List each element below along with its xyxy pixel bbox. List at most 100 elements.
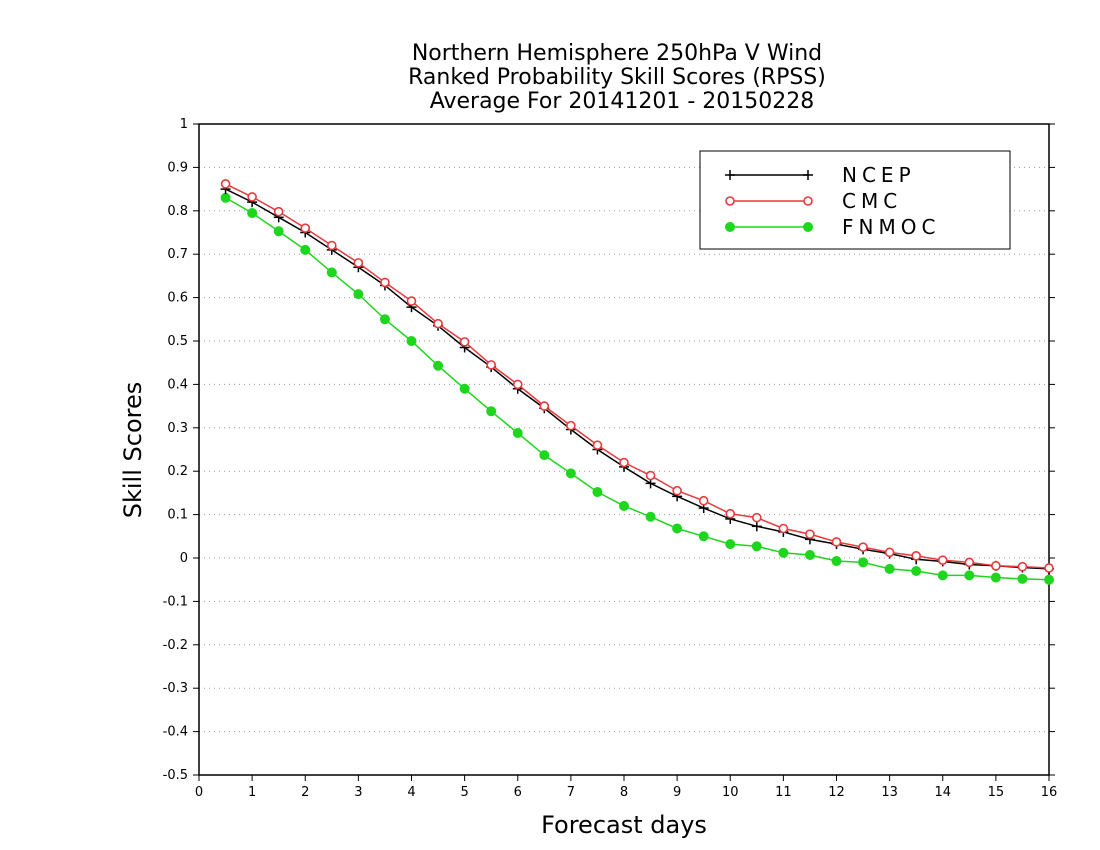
point-fnmoc — [1044, 574, 1054, 585]
point-fnmoc — [990, 572, 1001, 583]
title-line-2: Ranked Probability Skill Scores (RPSS) — [408, 65, 826, 90]
point-fnmoc — [512, 428, 523, 439]
point-fnmoc — [911, 566, 922, 577]
y-tick-label: -0.4 — [163, 725, 188, 740]
y-tick-label: 0.1 — [167, 508, 188, 523]
point-fnmoc — [433, 360, 444, 371]
y-tick-label: -0.2 — [163, 638, 188, 653]
point-fnmoc — [884, 563, 895, 574]
point-cmc — [1017, 561, 1028, 572]
point-cmc — [486, 360, 496, 370]
x-tick-label: 12 — [828, 785, 845, 800]
x-tick-label: 10 — [722, 785, 739, 800]
point-fnmoc — [804, 549, 815, 560]
point-fnmoc — [803, 222, 813, 232]
point-fnmoc — [247, 207, 258, 218]
series — [220, 179, 1054, 585]
x-tick-label: 1 — [248, 785, 256, 800]
x-tick-label: 8 — [620, 785, 628, 800]
point-fnmoc — [326, 267, 337, 278]
x-tick-label: 2 — [301, 785, 309, 800]
point-cmc — [406, 296, 417, 306]
series-line-fnmoc — [225, 197, 1050, 581]
point-fnmoc — [645, 511, 656, 522]
point-fnmoc — [592, 487, 603, 498]
point-cmc — [991, 561, 1001, 571]
x-tick-label: 14 — [934, 785, 951, 800]
point-fnmoc — [406, 336, 417, 346]
point-fnmoc — [698, 531, 709, 542]
point-cmc — [725, 508, 736, 519]
title-line-1: Northern Hemisphere 250hPa V Wind — [412, 41, 822, 66]
point-fnmoc — [725, 222, 735, 232]
point-fnmoc — [565, 468, 576, 479]
point-cmc — [911, 551, 921, 561]
y-tick-label: 0.6 — [167, 291, 188, 306]
x-tick-label: 6 — [514, 785, 522, 800]
point-cmc — [725, 196, 735, 206]
point-cmc — [937, 555, 948, 565]
x-tick-label: 4 — [407, 785, 415, 800]
series-cmc — [220, 179, 1054, 573]
series-line-ncep — [225, 188, 1050, 570]
chart-title: Northern Hemisphere 250hPa V Wind Ranked… — [408, 41, 826, 114]
x-tick-label: 7 — [567, 785, 575, 800]
point-fnmoc — [273, 226, 284, 237]
point-cmc — [752, 512, 762, 523]
legend-label-cmc: CMC — [842, 189, 902, 213]
point-ncep — [751, 521, 762, 532]
legend-label-ncep: NCEP — [842, 163, 916, 187]
point-cmc — [831, 537, 842, 547]
y-tick-label: 0.3 — [167, 421, 188, 436]
x-tick-label: 13 — [881, 785, 898, 800]
x-axis: 0 1 2 3 4 5 6 7 8 9 10 11 12 13 14 15 16 — [195, 775, 1057, 800]
x-tick-label: 9 — [673, 785, 681, 800]
legend-item-fnmoc: FNMOC — [725, 215, 940, 239]
point-ncep — [803, 170, 813, 180]
point-fnmoc — [220, 192, 231, 203]
point-fnmoc — [964, 570, 975, 581]
point-cmc — [220, 179, 231, 189]
y-tick-label: -0.3 — [163, 681, 188, 696]
y-tick-label: 0.2 — [167, 464, 188, 479]
point-cmc — [858, 542, 868, 552]
point-fnmoc — [778, 547, 789, 558]
point-cmc — [672, 485, 682, 496]
x-tick-label: 11 — [775, 785, 792, 800]
point-cmc — [592, 440, 603, 450]
legend-label-fnmoc: FNMOC — [842, 215, 940, 239]
point-cmc — [803, 196, 813, 206]
point-cmc — [353, 258, 364, 268]
point-cmc — [247, 192, 257, 202]
point-cmc — [380, 277, 390, 288]
point-cmc — [778, 523, 789, 534]
point-cmc — [300, 223, 311, 233]
point-cmc — [459, 337, 470, 347]
grid — [199, 166, 1049, 733]
point-fnmoc — [300, 244, 311, 255]
point-cmc — [539, 401, 550, 411]
y-tick-label: 0.7 — [167, 247, 188, 262]
point-cmc — [1044, 563, 1054, 573]
y-tick-label: 0 — [180, 551, 188, 566]
point-fnmoc — [672, 523, 683, 534]
y-tick-label: 0.9 — [167, 160, 188, 175]
x-tick-label: 5 — [460, 785, 468, 800]
y-tick-label: 0.5 — [167, 334, 188, 349]
point-cmc — [884, 547, 895, 558]
point-fnmoc — [619, 500, 629, 511]
point-ncep — [725, 170, 735, 180]
x-tick-label: 15 — [988, 785, 1005, 800]
legend-box — [699, 150, 1011, 250]
point-fnmoc — [858, 557, 869, 568]
point-cmc — [619, 457, 629, 468]
point-fnmoc — [459, 383, 470, 394]
point-cmc — [566, 420, 576, 431]
point-fnmoc — [937, 570, 948, 581]
point-fnmoc — [725, 539, 736, 550]
point-cmc — [964, 557, 975, 568]
y-tick-label: -0.5 — [163, 768, 188, 783]
x-axis-title: Forecast days — [541, 811, 707, 839]
